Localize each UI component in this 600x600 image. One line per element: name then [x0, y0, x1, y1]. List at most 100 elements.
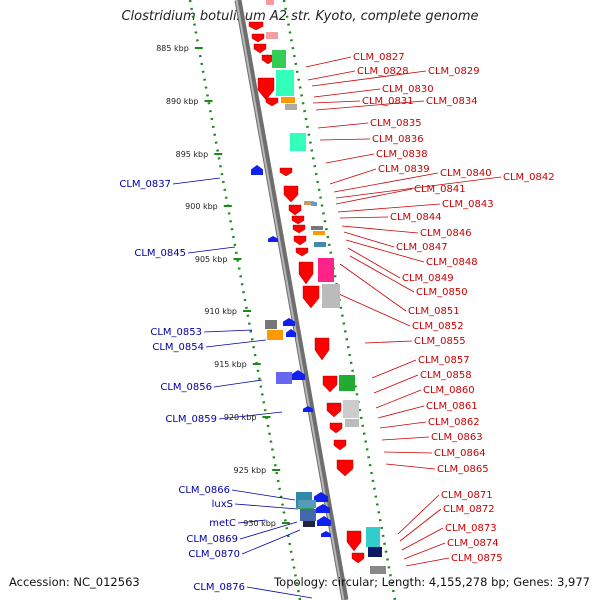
plus-label-leader — [317, 122, 369, 129]
minus-label-leader — [218, 411, 283, 420]
plus-gene-arrow — [248, 21, 264, 31]
gene-block — [276, 70, 294, 96]
plus-label-leader — [364, 340, 413, 344]
minus-gene-arrow — [286, 329, 296, 337]
plus-gene-arrow — [288, 204, 302, 216]
plus-label-leader — [401, 527, 444, 551]
plus-gene-label: CLM_0873 — [445, 523, 497, 534]
plus-gene-label: CLM_0829 — [428, 66, 480, 77]
plus-gene-arrow — [333, 439, 347, 451]
plus-label-leader — [343, 231, 395, 248]
plus-gene-label: CLM_0834 — [426, 96, 478, 107]
accession-text: Accession: NC_012563 — [9, 575, 140, 589]
minus-gene-label: CLM_0854 — [152, 342, 204, 353]
plus-label-leader — [375, 389, 422, 409]
plus-label-leader — [371, 359, 417, 379]
minus-gene-arrow — [316, 504, 330, 513]
minus-gene-label: metC — [209, 518, 236, 529]
plus-gene-arrow — [298, 261, 314, 285]
plus-label-leader — [339, 216, 389, 219]
plus-gene-label: CLM_0858 — [420, 370, 472, 381]
plus-label-leader — [325, 153, 375, 164]
plus-gene-label: CLM_0861 — [426, 401, 478, 412]
scale-tick-label: 930 kbp — [243, 519, 276, 528]
minus-label-leader — [172, 177, 221, 185]
plus-gene-arrow — [292, 224, 306, 234]
plus-gene-label: CLM_0872 — [443, 504, 495, 515]
gene-block — [266, 32, 278, 39]
plus-gene-arrow — [257, 77, 275, 101]
plus-gene-label: CLM_0827 — [353, 52, 405, 63]
gene-block — [339, 375, 355, 391]
plus-gene-label: CLM_0843 — [442, 199, 494, 210]
gene-block — [370, 566, 386, 574]
minus-gene-arrow — [317, 516, 331, 526]
plus-gene-label: CLM_0842 — [503, 172, 555, 183]
minus-label-leader — [213, 379, 263, 388]
gene-block — [343, 400, 359, 418]
plus-label-leader — [335, 188, 413, 205]
gene-block — [366, 527, 380, 547]
scale-tick-label: 895 kbp — [176, 150, 209, 159]
plus-label-leader — [313, 88, 381, 98]
minus-label-leader — [241, 529, 301, 555]
plus-gene-label: CLM_0863 — [431, 432, 483, 443]
plus-gene-arrow — [291, 215, 305, 225]
plus-label-leader — [377, 405, 425, 419]
minus-gene-arrow — [303, 406, 313, 412]
plus-label-leader — [335, 176, 502, 199]
minus-gene-arrow — [314, 492, 328, 502]
minus-label-leader — [187, 246, 236, 254]
minus-label-leader — [234, 503, 299, 510]
plus-gene-arrow — [336, 459, 354, 477]
plus-label-leader — [383, 451, 433, 454]
plus-gene-label: CLM_0857 — [418, 355, 470, 366]
plus-label-leader — [337, 203, 441, 213]
scale-tick-label: 900 kbp — [185, 202, 218, 211]
plus-gene-label: CLM_0871 — [441, 490, 493, 501]
plus-label-leader — [347, 247, 401, 279]
plus-label-leader — [315, 100, 425, 111]
plus-gene-label: CLM_0852 — [412, 321, 464, 332]
plus-gene-arrow — [265, 97, 279, 107]
plus-gene-label: CLM_0860 — [423, 385, 475, 396]
gene-block-minus — [298, 500, 316, 508]
gene-block — [318, 258, 334, 282]
plus-label-leader — [349, 255, 415, 293]
minus-label-leader — [239, 521, 298, 540]
plus-gene-label: CLM_0839 — [378, 164, 430, 175]
plus-label-leader — [403, 542, 446, 560]
plus-label-leader — [397, 494, 440, 535]
minus-gene-arrow — [291, 370, 305, 380]
plus-label-leader — [307, 70, 356, 81]
plus-gene-label: CLM_0838 — [376, 149, 428, 160]
gene-block — [272, 50, 286, 68]
plus-gene-label: CLM_0844 — [390, 212, 442, 223]
gene-block — [322, 284, 340, 308]
scale-tick-label: 910 kbp — [204, 307, 237, 316]
plus-label-leader — [333, 172, 439, 193]
plus-gene-arrow — [253, 43, 267, 54]
minus-gene-arrow — [251, 165, 263, 175]
gene-block-minus — [300, 509, 316, 521]
scale-tick-label: 920 kbp — [224, 413, 257, 422]
plus-gene-arrow — [283, 185, 299, 203]
plus-gene-label: CLM_0851 — [408, 306, 460, 317]
plus-gene-label: CLM_0850 — [416, 287, 468, 298]
scale-tick-label: 885 kbp — [156, 44, 189, 53]
minus-gene-arrow — [321, 531, 331, 537]
plus-gene-label: CLM_0862 — [428, 417, 480, 428]
gene-block-minus — [276, 372, 292, 384]
gene-block — [314, 242, 326, 247]
plus-gene-label: CLM_0848 — [426, 257, 478, 268]
plus-gene-label: CLM_0874 — [447, 538, 499, 549]
plus-label-leader — [329, 289, 411, 327]
plus-gene-label: CLM_0855 — [414, 336, 466, 347]
plus-gene-label: CLM_0865 — [437, 464, 489, 475]
plus-gene-arrow — [346, 530, 362, 552]
plus-gene-label: CLM_0841 — [414, 184, 466, 195]
minus-gene-label: CLM_0866 — [178, 485, 230, 496]
plus-gene-arrow — [322, 375, 338, 393]
